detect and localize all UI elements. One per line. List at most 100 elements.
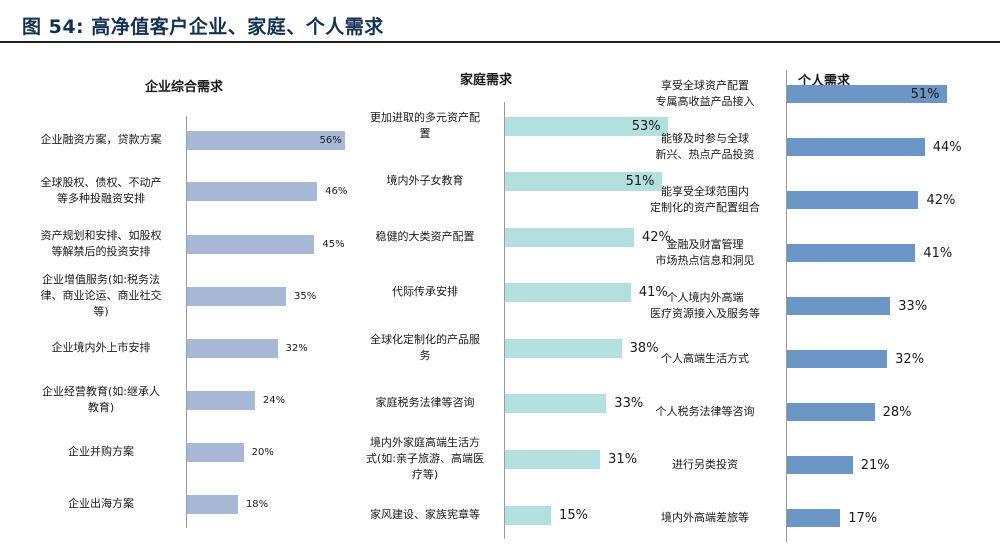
value-label: 32% [285, 342, 308, 354]
value-label: 42% [926, 192, 956, 208]
category-label-line: 个人高端生活方式 [661, 352, 749, 365]
category-label-line: 能够及时参与全球 [661, 132, 749, 145]
value-label: 15% [559, 507, 588, 523]
category-label: 全球化定制化的产品服务 [352, 332, 498, 364]
value-label: 45% [322, 238, 345, 250]
value-label: 42% [641, 229, 671, 245]
bar [187, 130, 346, 150]
category-label-line: 定制化的资产配置组合 [650, 201, 760, 214]
category-label: 境内外子女教育 [352, 173, 498, 189]
bar [787, 244, 916, 262]
bar [787, 350, 888, 368]
bar [787, 191, 919, 209]
value-label: 53% [631, 118, 661, 134]
category-label-line: 律、商业论运、商业社交 [40, 289, 162, 302]
category-label: 企业经营教育(如:继承人 教育) [20, 384, 182, 416]
panel-title: 企业综合需求 [145, 80, 224, 95]
category-label: 能够及时参与全球 新兴、热点产品投资 [630, 131, 780, 163]
bar [187, 338, 278, 358]
bar [187, 494, 238, 514]
bar [187, 234, 315, 254]
category-label-line: 资产规划和安排、如股权 [40, 229, 162, 242]
value-label: 31% [608, 451, 638, 467]
bar [787, 456, 853, 474]
category-label: 境内外高端差旅等 [630, 510, 780, 526]
category-label-line: 金融及财富管理 [666, 238, 744, 251]
category-label-line: 享受全球资产配置 [661, 79, 749, 92]
category-label: 家庭税务法律等咨询 [352, 395, 498, 411]
category-label-line: 境内外家庭高端生活方 [370, 436, 480, 449]
bar [787, 138, 925, 156]
category-label-line: 境内外子女教育 [386, 174, 464, 187]
bar [505, 116, 668, 136]
category-label-line: 等多种投融资安排 [57, 192, 145, 205]
value-label: 56% [319, 134, 342, 146]
bar [187, 390, 255, 410]
bar [787, 403, 875, 421]
panel-title: 家庭需求 [460, 73, 513, 88]
value-label: 35% [294, 290, 317, 302]
value-label: 51% [910, 86, 940, 102]
category-label: 企业增值服务(如:税务法 律、商业论运、商业社交 等) [20, 272, 182, 320]
value-label: 33% [614, 395, 644, 411]
category-label: 个人高端生活方式 [630, 351, 780, 367]
value-label: 51% [625, 173, 655, 189]
category-label: 个人税务法律等咨询 [630, 404, 780, 420]
category-label: 家风建设、家族宪章等 [352, 507, 498, 523]
bar [505, 505, 552, 525]
bar [505, 282, 631, 302]
category-label-line: 能享受全球范围内 [661, 185, 749, 198]
category-label-line: 稳健的大类资产配置 [375, 230, 475, 243]
value-label: 20% [251, 446, 274, 458]
category-label-line: 境内外高端差旅等 [661, 511, 749, 524]
value-label: 24% [262, 394, 286, 406]
category-label-line: 个人境内外高端 [666, 291, 744, 304]
category-label-line: 代际传承安排 [392, 285, 458, 298]
category-label-line: 个人税务法律等咨询 [655, 405, 755, 418]
category-label-line: 疗等) [411, 468, 439, 481]
category-label: 更加进取的多元资产配置 [352, 110, 498, 142]
category-label-line: 企业增值服务(如:税务法 [42, 273, 160, 286]
category-label: 进行另类投资 [630, 457, 780, 473]
value-label: 18% [245, 498, 269, 510]
category-label-line: 更加进取的多元资产配 [370, 111, 480, 124]
bar [505, 227, 634, 247]
category-label: 稳健的大类资产配置 [352, 229, 498, 245]
category-label-line: 家庭税务法律等咨询 [375, 396, 475, 409]
category-label-line: 等解禁后的投资安排 [51, 245, 151, 258]
category-label: 境内外家庭高端生活方 式(如:亲子旅游、高端医 疗等) [352, 435, 498, 483]
value-label: 38% [629, 340, 659, 356]
category-label: 企业出海方案 [20, 496, 182, 512]
bar [505, 449, 601, 469]
value-label: 17% [848, 510, 878, 526]
bar [505, 338, 622, 358]
category-label-line: 企业并购方案 [68, 445, 134, 458]
category-label-line: 企业境内外上市安排 [51, 341, 151, 354]
value-label: 44% [932, 139, 962, 155]
category-label: 企业并购方案 [20, 444, 182, 460]
category-label-line: 新兴、热点产品投资 [655, 148, 755, 161]
figure-title: 图 54: 高净值客户企业、家庭、个人需求 [22, 16, 384, 38]
category-label-line: 全球化定制化的产品服 [370, 333, 480, 346]
bar [787, 297, 891, 315]
category-label-line: 等) [93, 305, 109, 318]
bar [187, 181, 318, 201]
bar [787, 85, 947, 103]
category-label-line: 式(如:亲子旅游、高端医 [366, 452, 484, 465]
bar [787, 509, 841, 527]
category-axis [186, 116, 187, 528]
category-label-line: 医疗资源接入及服务等 [650, 307, 760, 320]
category-label-line: 企业出海方案 [68, 497, 134, 510]
category-label-line: 企业融资方案，贷款方案 [40, 133, 162, 146]
category-label-line: 教育) [87, 401, 115, 414]
category-label: 全球股权、债权、不动产 等多种投融资安排 [20, 175, 182, 207]
category-axis [786, 70, 787, 542]
category-label-line: 进行另类投资 [672, 458, 738, 471]
category-label: 企业境内外上市安排 [20, 340, 182, 356]
bar [505, 393, 607, 413]
category-label-line: 置 [419, 127, 431, 140]
value-label: 21% [860, 457, 890, 473]
category-label: 企业融资方案，贷款方案 [20, 132, 182, 148]
category-label: 个人境内外高端医疗资源接入及服务等 [630, 290, 780, 322]
title-divider [0, 41, 1000, 43]
